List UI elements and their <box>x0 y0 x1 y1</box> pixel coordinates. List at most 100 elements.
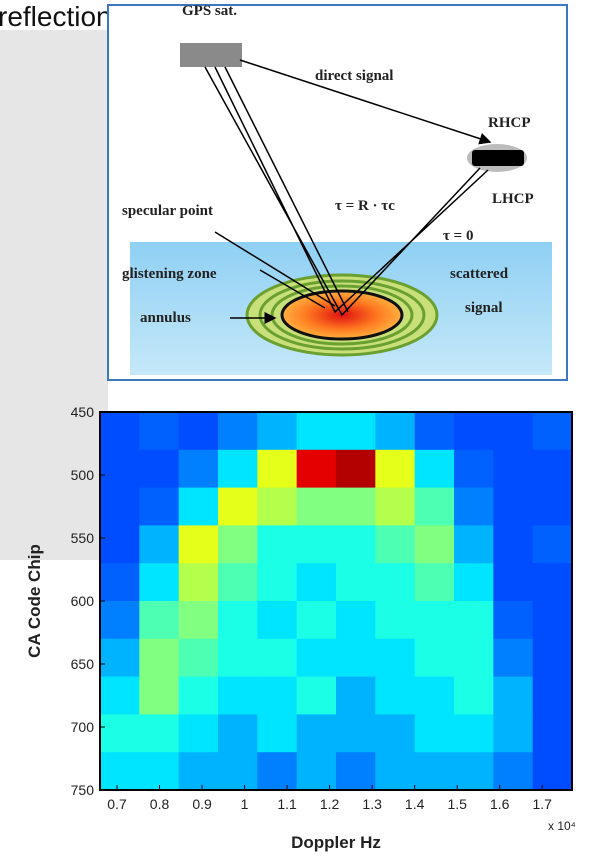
heat-cell <box>375 412 415 450</box>
heat-cell <box>297 752 337 790</box>
label: scattered <box>450 266 509 282</box>
heat-cell <box>493 639 533 677</box>
heat-cell <box>297 563 337 601</box>
heat-cell <box>297 412 337 450</box>
heat-cell <box>257 714 297 752</box>
page: reflections GPS sat. direct signal RHCP … <box>0 0 594 856</box>
label: direct signal <box>315 68 393 84</box>
slide-title: reflections <box>0 1 126 32</box>
heat-cell <box>257 412 297 450</box>
x-tick-label: 1 <box>241 796 249 812</box>
heat-cell <box>533 752 573 790</box>
heat-cell <box>257 752 297 790</box>
heat-cell <box>218 752 258 790</box>
heat-cell <box>375 563 415 601</box>
heat-cell <box>297 639 337 677</box>
heat-cell <box>100 714 140 752</box>
heat-cell <box>336 450 376 488</box>
heat-cell <box>454 639 494 677</box>
x-axis-label: Doppler Hz <box>291 833 381 852</box>
heat-cell <box>375 714 415 752</box>
heat-cell <box>218 488 258 526</box>
heat-cell <box>297 714 337 752</box>
heat-cell <box>257 450 297 488</box>
y-tick-label: 650 <box>71 656 95 672</box>
label: annulus <box>140 310 191 326</box>
heat-cell <box>533 601 573 639</box>
heat-cell <box>415 412 455 450</box>
heat-cell <box>493 450 533 488</box>
heat-cell <box>415 450 455 488</box>
heat-cell <box>415 639 455 677</box>
heat-cell <box>493 752 533 790</box>
heat-cell <box>454 752 494 790</box>
heat-cell <box>139 601 179 639</box>
label: RHCP <box>488 115 531 131</box>
heat-cell <box>493 488 533 526</box>
heat-cell <box>139 450 179 488</box>
heat-cell <box>375 450 415 488</box>
heat-cell <box>297 601 337 639</box>
heat-cell <box>257 525 297 563</box>
heat-cell <box>257 563 297 601</box>
x-tick-label: 1.5 <box>447 796 467 812</box>
diagram: GPS sat. direct signal RHCP LHCP specula… <box>108 3 567 380</box>
x-tick-label: 1.4 <box>405 796 425 812</box>
heat-cell <box>179 525 219 563</box>
heat-cell <box>415 677 455 715</box>
label: specular point <box>122 203 213 219</box>
heat-cell <box>179 601 219 639</box>
heat-cell <box>218 450 258 488</box>
heat-cell <box>257 639 297 677</box>
label: LHCP <box>492 191 534 207</box>
heat-cell <box>415 488 455 526</box>
heat-cell <box>375 752 415 790</box>
heat-cell <box>179 450 219 488</box>
heat-cell <box>257 677 297 715</box>
heat-cell <box>533 677 573 715</box>
heat-cell <box>218 525 258 563</box>
heat-cell <box>297 488 337 526</box>
heat-cell <box>100 601 140 639</box>
heat-cell <box>139 752 179 790</box>
heat-cell <box>454 450 494 488</box>
heat-cell <box>375 639 415 677</box>
heat-cell <box>100 677 140 715</box>
heat-cell <box>415 714 455 752</box>
heat-cell <box>336 601 376 639</box>
heat-cell <box>139 488 179 526</box>
heat-cell <box>179 563 219 601</box>
heat-cell <box>375 488 415 526</box>
heat-cell <box>218 601 258 639</box>
y-tick-label: 500 <box>71 467 95 483</box>
heat-cell <box>100 639 140 677</box>
x-tick-label: 1.7 <box>532 796 552 812</box>
label: signal <box>465 300 503 316</box>
x-tick-label: 1.1 <box>277 796 297 812</box>
heat-cell <box>100 450 140 488</box>
heat-cell <box>179 488 219 526</box>
label: GPS sat. <box>182 3 237 19</box>
heat-cell <box>218 412 258 450</box>
heat-cell <box>100 752 140 790</box>
heat-cell <box>257 488 297 526</box>
heat-cell <box>454 677 494 715</box>
heat-cell <box>454 714 494 752</box>
heat-cell <box>100 488 140 526</box>
x-tick-label: 1.2 <box>320 796 340 812</box>
heat-cell <box>297 450 337 488</box>
heat-cell <box>336 752 376 790</box>
y-tick-label: 700 <box>71 719 95 735</box>
heat-cell <box>375 601 415 639</box>
label: glistening zone <box>122 266 217 282</box>
heat-cell <box>533 563 573 601</box>
heat-cell <box>179 412 219 450</box>
heat-cell <box>493 601 533 639</box>
heat-cell <box>100 525 140 563</box>
heat-cell <box>454 412 494 450</box>
label: τ = 0 <box>443 228 473 244</box>
heat-cell <box>375 525 415 563</box>
heat-cell <box>533 488 573 526</box>
heat-cell <box>100 412 140 450</box>
